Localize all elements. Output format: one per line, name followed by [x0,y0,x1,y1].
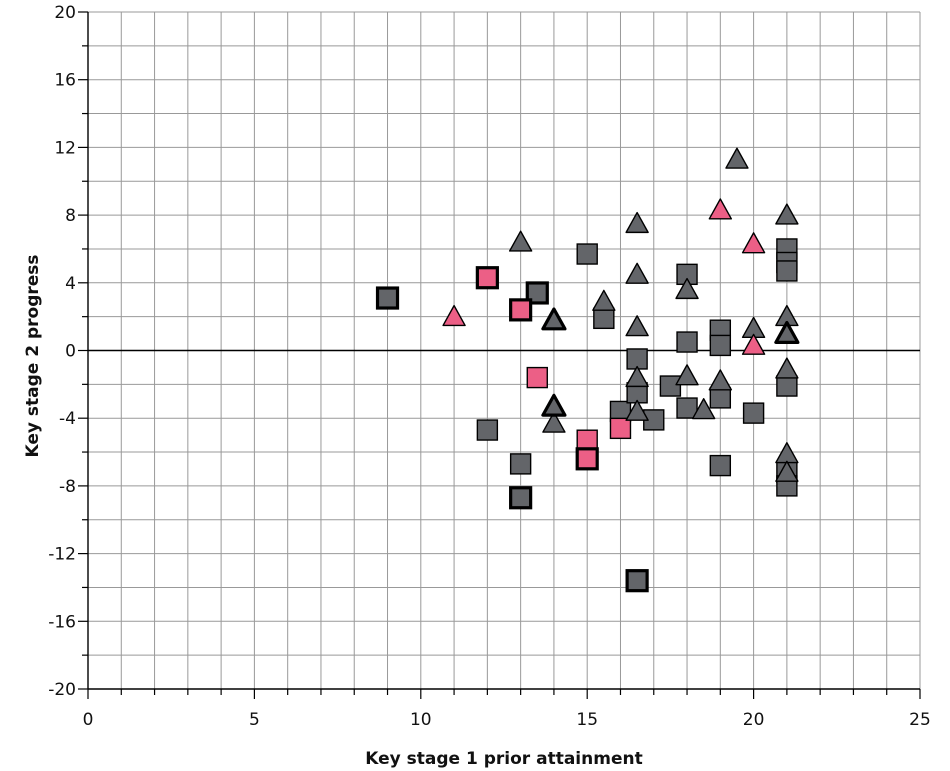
triangle-marker [442,304,466,327]
triangle-marker [774,320,800,344]
y-tick-label: 20 [54,3,76,23]
x-axis-title: Key stage 1 prior attainment [365,749,642,769]
square-marker [576,243,598,265]
square-marker [676,397,698,419]
triangle-marker [625,211,649,234]
square-marker [509,453,532,475]
triangle-marker [775,460,799,482]
x-tick-label: 10 [410,710,432,730]
data-points [375,147,800,593]
y-tick-label: 8 [65,206,76,226]
triangle-marker [708,369,733,391]
x-tick-label: 5 [249,710,260,730]
square-marker [709,454,732,477]
square-marker [676,331,698,353]
square-marker [475,266,499,290]
square-marker [625,569,649,593]
triangle-marker [775,357,799,379]
triangle-marker [741,232,766,254]
y-tick-label: -12 [48,545,76,565]
triangle-marker [508,230,533,252]
y-tick-label: -16 [48,612,76,632]
triangle-marker [675,364,699,386]
square-marker [509,298,533,322]
triangle-marker [625,365,649,388]
triangle-marker [708,198,733,220]
y-axis-title: Key stage 2 progress [23,254,43,457]
square-marker [509,486,533,510]
square-marker [776,260,798,282]
triangle-marker [541,393,567,417]
y-tick-label: 4 [65,274,76,294]
square-marker [526,366,548,389]
square-marker [375,286,400,310]
triangle-marker [625,262,649,284]
x-tick-label: 15 [576,710,598,730]
square-marker [659,375,682,397]
x-tick-label: 25 [909,710,931,730]
triangle-marker [592,289,616,311]
triangle-marker [541,307,567,331]
triangle-marker [675,277,699,300]
x-tick-label: 20 [743,710,765,730]
triangle-marker [775,442,799,464]
y-tick-label: 16 [54,71,76,91]
square-marker [575,447,599,471]
square-marker [525,281,549,305]
square-marker [476,419,499,441]
y-tick-label: -4 [59,409,76,429]
square-marker [709,334,732,357]
tick-labels: 0 5 10 15 20 25 -20 -16 -12 -8 -4 0 4 8 12 16 20 [48,3,931,730]
square-marker [742,402,765,424]
y-tick-label: -8 [59,477,76,497]
triangle-marker [691,398,716,420]
triangle-marker [725,147,749,169]
triangle-marker [775,203,799,225]
y-tick-label: 0 [65,342,76,362]
square-marker [576,429,598,451]
triangle-marker [625,315,649,337]
y-tick-label: -20 [48,680,76,700]
square-marker [709,387,732,409]
axes [78,11,921,699]
x-tick-label: 0 [83,710,94,730]
triangle-marker [542,411,566,433]
triangle-marker [625,399,649,421]
y-tick-label: 12 [54,138,76,158]
triangle-marker [741,333,766,355]
square-marker [593,307,615,330]
square-marker [776,375,798,397]
square-marker [609,417,632,440]
